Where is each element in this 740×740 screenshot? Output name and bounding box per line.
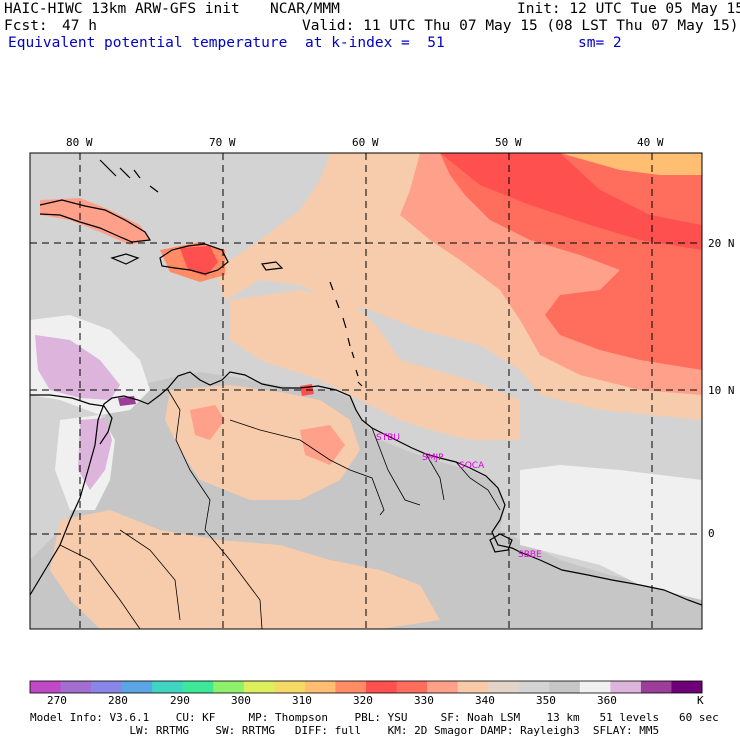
colorbar-swatch	[60, 681, 92, 693]
jamaica-coast	[110, 253, 140, 265]
colorbar-swatch	[488, 681, 520, 693]
colorbar-tick-350: 350	[536, 694, 556, 707]
colorbar-swatch	[274, 681, 306, 693]
colorbar-tick-270: 270	[47, 694, 67, 707]
forecast-label: Fcst:	[4, 18, 48, 34]
bahamas-coast	[99, 159, 159, 193]
colorbar-tick-340: 340	[475, 694, 495, 707]
marajo-coast	[489, 533, 513, 553]
colorbar-swatch	[518, 681, 550, 693]
station-labels: STBU SMJP SOCA SBBE	[376, 433, 542, 560]
colorbar-swatch	[366, 681, 398, 693]
lesser-antilles-coast	[329, 281, 363, 387]
colorbar-swatch	[427, 681, 459, 693]
colorbar-swatch	[671, 681, 703, 693]
cuba-warm	[40, 198, 150, 245]
colorbar-swatch	[610, 681, 642, 693]
lat-label-20n: 20 N	[708, 237, 735, 250]
valid-time: Valid: 11 UTC Thu 07 May 15 (08 LST Thu …	[302, 18, 739, 34]
colorbar-tick-320: 320	[353, 694, 373, 707]
colorbar-tick-300: 300	[231, 694, 251, 707]
model-title: HAIC-HIWC 13km ARW-GFS init	[4, 1, 240, 17]
colorbar-unit: K	[697, 694, 704, 707]
colorbar-swatch	[549, 681, 581, 693]
cuba-coast	[39, 199, 152, 243]
smoothing-info: sm= 2	[578, 35, 622, 51]
warm-core	[440, 153, 702, 370]
lilac-patch-1	[35, 335, 120, 400]
colorbar-swatch	[91, 681, 123, 693]
graticule	[30, 153, 702, 629]
init-time: Init: 12 UTC Tue 05 May 15	[517, 1, 740, 17]
lat-label-0: 0	[708, 527, 715, 540]
colorbar-tick-330: 330	[414, 694, 434, 707]
station-stbu: STBU	[376, 433, 400, 443]
lon-label-50w: 50 W	[495, 136, 522, 149]
peach-land-2	[50, 510, 440, 629]
colorbar-swatch	[243, 681, 275, 693]
forecast-hour: 47 h	[62, 18, 97, 34]
lon-label-70w: 70 W	[209, 136, 236, 149]
salmon-land	[190, 405, 225, 440]
colorbar	[30, 681, 703, 693]
organization: NCAR/MMM	[270, 1, 340, 17]
greater-antilles-core	[180, 246, 218, 276]
lilac-patch-2	[78, 418, 112, 490]
colorbar-swatch	[213, 681, 245, 693]
colorbar-swatch	[335, 681, 367, 693]
station-soca: SOCA	[459, 461, 485, 471]
colorbar-swatch	[182, 681, 214, 693]
colorbar-tick-360: 360	[597, 694, 617, 707]
orange-top	[560, 153, 702, 175]
model-info-line1: Model Info: V3.6.1 CU: KF MP: Thompson P…	[30, 711, 719, 724]
coastlines	[30, 159, 702, 629]
colorbar-tick-310: 310	[292, 694, 312, 707]
colorbar-swatch	[640, 681, 672, 693]
light-patch-south	[520, 465, 702, 600]
colorbar-frame	[29, 680, 703, 694]
south-america-coast	[30, 371, 702, 606]
border-lines	[59, 389, 501, 629]
field-name: Equivalent potential temperature	[8, 35, 288, 51]
lon-label-40w: 40 W	[637, 136, 664, 149]
colorbar-swatch	[457, 681, 489, 693]
colorbar-swatch	[30, 681, 62, 693]
station-smjp: SMJP	[422, 453, 444, 463]
lon-label-60w: 60 W	[352, 136, 379, 149]
map-panel: STBU SMJP SOCA SBBE	[30, 153, 702, 629]
station-sbbe: SBBE	[518, 550, 542, 560]
salmon-land-2	[300, 425, 345, 465]
colorbar-tick-290: 290	[170, 694, 190, 707]
colorbar-swatch	[152, 681, 184, 693]
colorbar-tick-280: 280	[108, 694, 128, 707]
colorbar-swatch	[304, 681, 336, 693]
map-frame	[29, 152, 703, 630]
level-info: at k-index = 51	[305, 35, 445, 51]
model-info-line2: LW: RRTMG SW: RRTMG DIFF: full KM: 2D Sm…	[30, 724, 660, 737]
puerto-rico-coast	[260, 261, 284, 271]
warm-core-top	[440, 153, 702, 250]
lon-label-80w: 80 W	[66, 136, 93, 149]
peach-central	[230, 290, 520, 440]
colorbar-swatch	[121, 681, 153, 693]
central-america-coast	[30, 394, 113, 445]
lat-label-10n: 10 N	[708, 384, 735, 397]
colorbar-swatch	[396, 681, 428, 693]
colorbar-swatch	[579, 681, 611, 693]
